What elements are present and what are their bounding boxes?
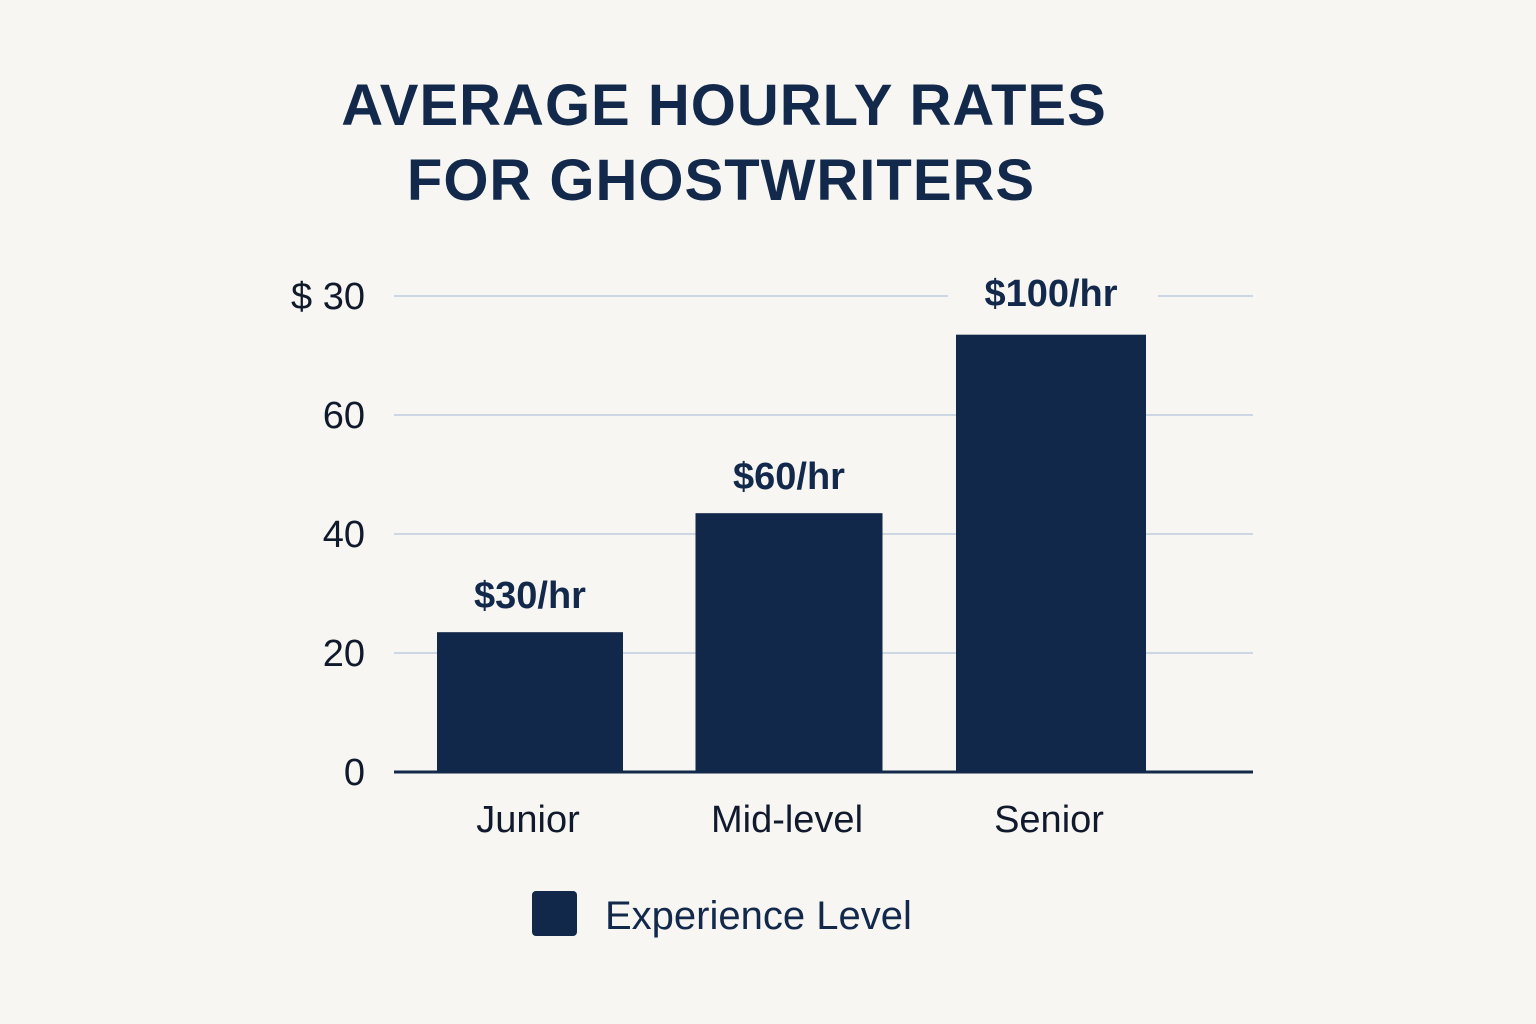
data-label: $60/hr (733, 456, 845, 498)
legend-swatch (532, 891, 577, 936)
bars (437, 334, 1146, 772)
data-labels: $30/hr $60/hr $100/hr (474, 273, 1118, 617)
bar-senior (956, 334, 1146, 772)
x-axis-categories: Junior Mid-level Senior (476, 799, 1104, 841)
y-tick-label: $ 30 (291, 276, 365, 318)
data-label: $30/hr (474, 575, 586, 617)
y-axis-ticks: 0 20 40 60 $ 30 (291, 276, 365, 794)
bar-mid-level (695, 513, 883, 772)
y-tick-label: 60 (323, 395, 365, 437)
x-category-label: Mid-level (711, 799, 863, 841)
chart-title-line-2: FOR GHOSTWRITERS (407, 148, 1035, 213)
legend: Experience Level (532, 891, 912, 938)
x-category-label: Senior (994, 799, 1104, 841)
chart-title: AVERAGE HOURLY RATES FOR GHOSTWRITERS (341, 73, 1107, 213)
bar-junior (437, 632, 623, 772)
data-label: $100/hr (984, 273, 1117, 315)
legend-label: Experience Level (605, 894, 912, 938)
y-tick-label: 0 (344, 752, 365, 794)
y-tick-label: 40 (323, 514, 365, 556)
y-tick-label: 20 (323, 633, 365, 675)
chart-title-line-1: AVERAGE HOURLY RATES (341, 73, 1107, 138)
x-category-label: Junior (476, 799, 580, 841)
